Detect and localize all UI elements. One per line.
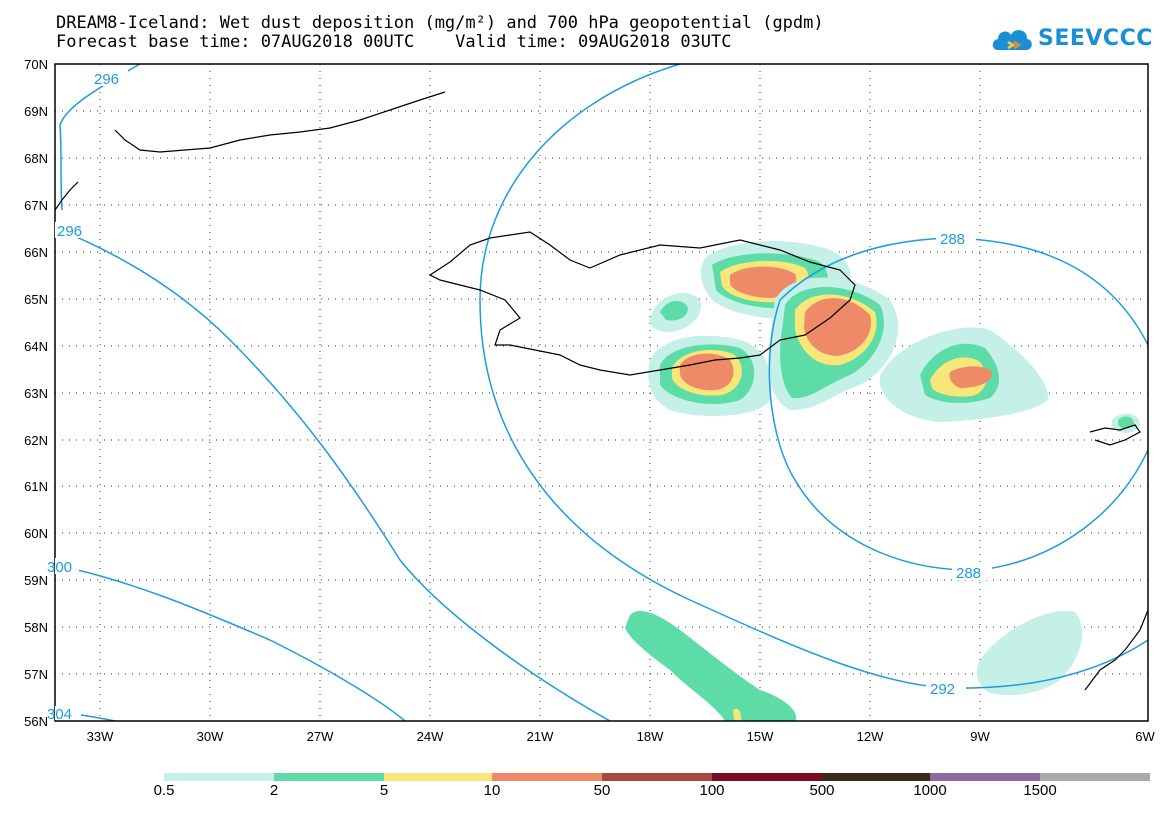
lon-label: 30W — [196, 729, 224, 744]
legend-label: 10 — [483, 782, 501, 799]
greenland-east — [55, 181, 79, 211]
lat-label: 62N — [24, 433, 48, 448]
contour-label-304: 304 — [47, 706, 72, 723]
contour-label-296-a: 296 — [94, 71, 119, 88]
lat-label: 57N — [24, 667, 48, 682]
lat-label: 61N — [24, 479, 48, 494]
legend-swatch-8 — [930, 773, 1040, 781]
scotland-coast — [1084, 609, 1148, 691]
lon-label: 15W — [746, 729, 774, 744]
lat-label: 65N — [24, 292, 48, 307]
legend-swatch-7 — [822, 773, 930, 781]
legend-swatch-6 — [712, 773, 822, 781]
greenland-coast — [114, 91, 446, 153]
contour-300 — [55, 564, 406, 721]
legend-label: 0.5 — [153, 782, 175, 799]
lon-label: 27W — [306, 729, 334, 744]
legend-swatch-9 — [1040, 773, 1150, 781]
cloud-icon — [992, 30, 1032, 50]
legend-label: 5 — [379, 782, 389, 799]
lat-label: 63N — [24, 386, 48, 401]
lat-label: 66N — [24, 245, 48, 260]
contour-label-300: 300 — [47, 559, 72, 576]
seevccc-logo: SEEVCCC — [990, 18, 1153, 58]
graticule — [55, 64, 1148, 721]
legend-swatch-3 — [384, 773, 492, 781]
lon-label: 9W — [970, 729, 990, 744]
iceland-coast — [428, 231, 856, 376]
lon-label: 12W — [856, 729, 884, 744]
lat-label: 58N — [24, 620, 48, 635]
legend-swatch-5 — [602, 773, 712, 781]
contour-label-296-b: 296 — [57, 223, 82, 240]
contour-288-ring — [479, 64, 1148, 689]
lon-label: 24W — [416, 729, 444, 744]
contour-296 — [55, 227, 611, 721]
lat-label: 60N — [24, 526, 48, 541]
lon-label: 6W — [1135, 729, 1155, 744]
map-title: DREAM8-Iceland: Wet dust deposition (mg/… — [56, 13, 824, 33]
lat-label: 56N — [24, 714, 48, 729]
lon-label: 33W — [86, 729, 114, 744]
legend-label: 50 — [593, 782, 611, 799]
legend-label: 1500 — [1023, 782, 1057, 799]
coastlines — [55, 91, 1148, 691]
lon-label: 21W — [526, 729, 554, 744]
legend-colorbar — [164, 773, 1150, 781]
logo-text: SEEVCCC — [1038, 25, 1153, 51]
legend-swatch-1 — [164, 773, 274, 781]
contour-label-288-b: 288 — [956, 565, 981, 582]
dust-field — [625, 240, 1140, 721]
legend-swatch-2 — [274, 773, 384, 781]
contour-label-292: 292 — [930, 681, 955, 698]
lat-label: 64N — [24, 339, 48, 354]
faroe-coast — [1089, 424, 1141, 446]
map-subtitle: Forecast base time: 07AUG2018 00UTC Vali… — [56, 32, 732, 52]
lat-label: 59N — [24, 573, 48, 588]
lat-label: 70N — [24, 57, 48, 72]
legend-label: 1000 — [913, 782, 947, 799]
contour-296-north — [59, 64, 141, 211]
contour-label-288-a: 288 — [940, 231, 965, 248]
lat-label: 68N — [24, 151, 48, 166]
lon-label: 18W — [636, 729, 664, 744]
legend-label: 500 — [809, 782, 835, 799]
legend-label: 2 — [269, 782, 279, 799]
lat-label: 69N — [24, 104, 48, 119]
contour-labels: 296 296 300 304 288 288 292 — [47, 70, 992, 723]
map-frame — [54, 63, 1149, 722]
legend-label: 100 — [699, 782, 725, 799]
legend-swatch-4 — [492, 773, 602, 781]
lat-label: 67N — [24, 198, 48, 213]
